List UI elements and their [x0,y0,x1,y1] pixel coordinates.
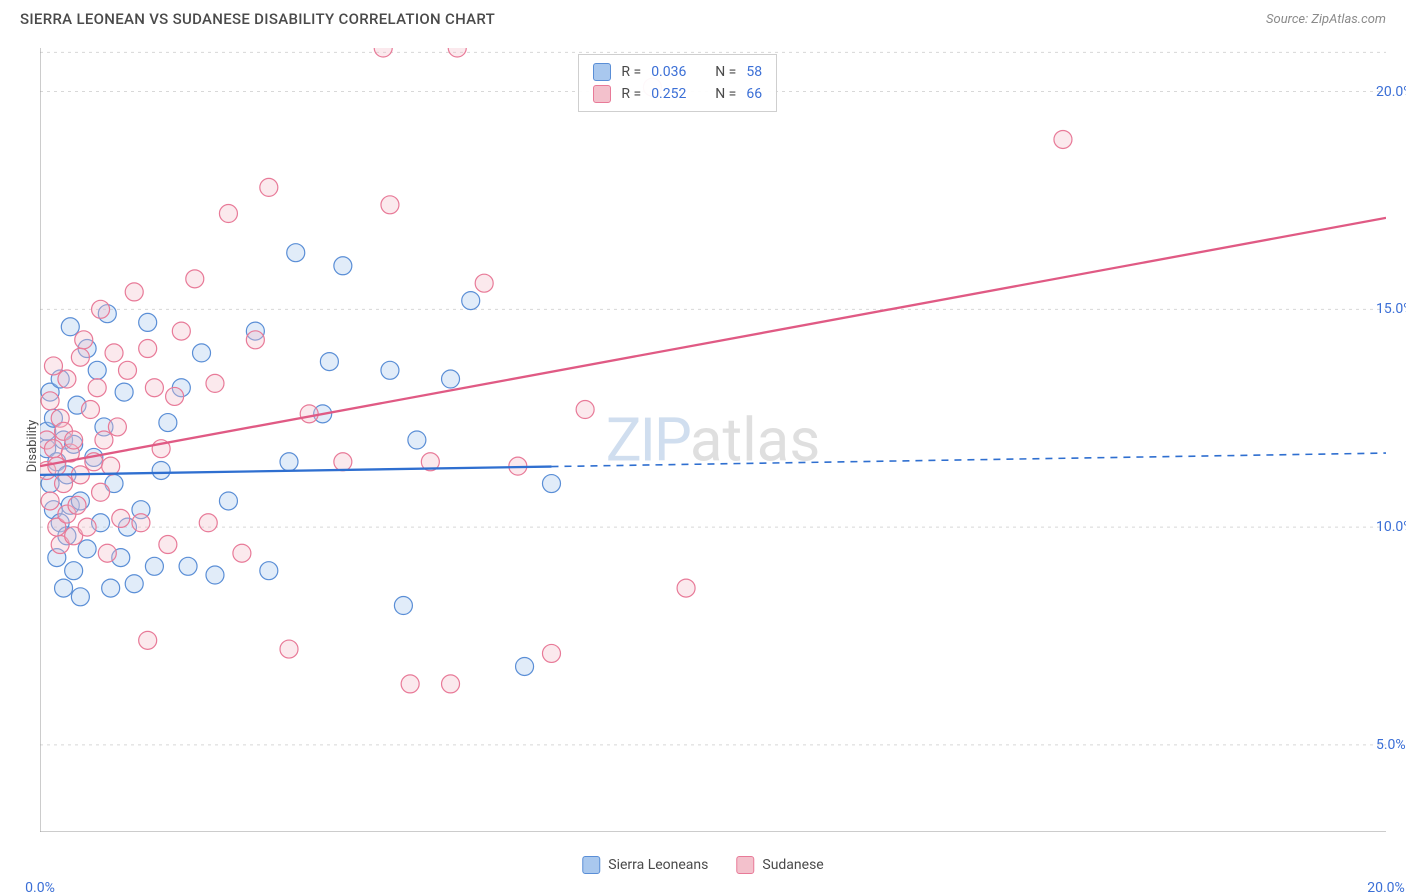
title-bar: SIERRA LEONEAN VS SUDANESE DISABILITY CO… [0,0,1406,34]
y-tick-label: 5.0% [1376,737,1406,753]
series-swatch [593,85,611,103]
y-tick-label: 20.0% [1376,84,1406,100]
y-tick-label: 15.0% [1376,301,1406,317]
legend-item: Sierra Leoneans [582,856,708,874]
stats-row: R =0.252N =66 [593,83,762,105]
legend-label: Sudanese [762,857,823,873]
bottom-legend: Sierra Leoneans Sudanese [582,856,823,874]
legend-label: Sierra Leoneans [608,857,708,873]
scatter-plot-svg [40,48,1386,832]
source-attribution: Source: ZipAtlas.com [1266,12,1386,27]
chart-area: R =0.036N =58R =0.252N =66 ZIPatlas 5.0%… [40,48,1386,832]
x-tick-label: 20.0% [1367,880,1405,896]
legend-swatch [736,856,754,874]
y-tick-label: 10.0% [1376,519,1406,535]
stats-row: R =0.036N =58 [593,61,762,83]
legend-swatch [582,856,600,874]
legend-item: Sudanese [736,856,823,874]
correlation-stats-box: R =0.036N =58R =0.252N =66 [578,54,777,112]
series-swatch [593,63,611,81]
y-axis-label: Disability [25,420,40,473]
x-tick-label: 0.0% [25,880,55,896]
chart-title: SIERRA LEONEAN VS SUDANESE DISABILITY CO… [20,10,495,28]
